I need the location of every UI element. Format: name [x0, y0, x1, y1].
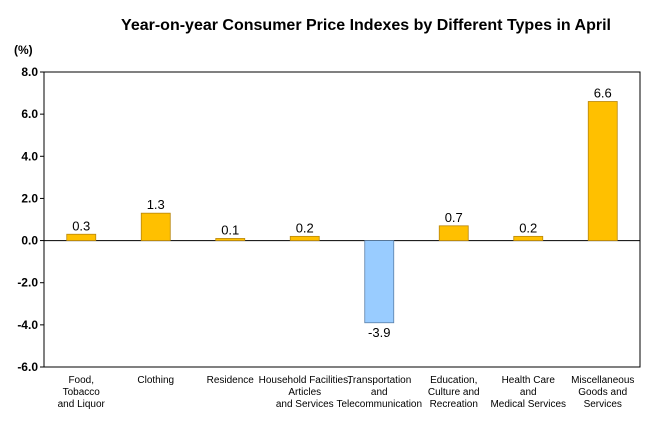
- x-category-label-line: and Liquor: [58, 399, 106, 410]
- x-category-label-line: Clothing: [137, 375, 174, 386]
- bar: [513, 235, 544, 241]
- x-category-label-line: Goods and: [578, 387, 627, 398]
- x-category-label-line: Services: [584, 399, 622, 410]
- bar: [587, 101, 618, 241]
- y-tick-label: -4.0: [17, 318, 38, 332]
- data-label: 0.7: [445, 210, 463, 225]
- y-tick-label: 4.0: [21, 149, 38, 163]
- x-category-label-line: Residence: [207, 375, 255, 386]
- x-category-label-line: Articles: [288, 387, 321, 398]
- y-axis-unit-label: (%): [14, 43, 33, 57]
- x-category-label-line: Transportation: [347, 375, 411, 386]
- x-category-label: Residence: [207, 375, 255, 386]
- x-category-label-line: and: [520, 387, 537, 398]
- x-category-label-line: Telecommunication: [336, 399, 422, 410]
- x-category-label: Education, Culture and Recreation: [428, 375, 480, 410]
- x-category-label: Miscellaneous Goods and Services: [571, 375, 634, 410]
- x-category-label-line: Health Care: [502, 375, 556, 386]
- x-category-label: Health Care and Medical Services: [490, 375, 566, 410]
- x-category-label-line: and: [371, 387, 388, 398]
- data-label: 6.6: [594, 86, 612, 101]
- data-label: 0.1: [221, 222, 239, 237]
- bar: [140, 212, 171, 241]
- chart-title: Year-on-year Consumer Price Indexes by D…: [121, 17, 611, 34]
- y-tick-label: 0.0: [21, 234, 38, 248]
- data-label: -3.9: [368, 325, 390, 340]
- plot-area: [43, 71, 641, 368]
- x-category-label-line: Food,: [68, 375, 94, 386]
- x-category-label-line: Miscellaneous: [571, 375, 634, 386]
- y-tick-label: 8.0: [21, 65, 38, 79]
- bar: [438, 225, 469, 241]
- x-category-label-line: Tobacco: [63, 387, 101, 398]
- data-label: 0.2: [519, 220, 537, 235]
- bar: [215, 238, 246, 241]
- y-tick-label: -6.0: [17, 360, 38, 374]
- x-category-label: Clothing: [137, 375, 174, 386]
- x-category-label-line: Recreation: [430, 399, 478, 410]
- bar: [289, 235, 320, 241]
- x-category-label-line: Education,: [430, 375, 477, 386]
- y-tick-label: 2.0: [21, 191, 38, 205]
- data-label: 0.2: [296, 220, 314, 235]
- x-category-label-line: and Services: [276, 399, 334, 410]
- x-category-label: Transportation and Telecommunication: [336, 375, 422, 410]
- y-tick-label: 6.0: [21, 107, 38, 121]
- x-category-label-line: Culture and: [428, 387, 480, 398]
- x-category-label-line: Household Facilities,: [259, 375, 351, 386]
- y-tick-label: -2.0: [17, 276, 38, 290]
- x-category-label: Food, Tobacco and Liquor: [58, 375, 106, 410]
- x-axis-category-labels: Food, Tobacco and Liquor Clothing Residence H…: [58, 375, 635, 410]
- bar: [364, 240, 395, 324]
- x-category-label-line: Medical Services: [490, 399, 566, 410]
- data-label: 1.3: [147, 197, 165, 212]
- data-labels: 0.3 1.3 0.1 0.2 -3.9 0.7 0.2 6.6: [72, 86, 612, 340]
- bars: [66, 101, 618, 324]
- bar: [66, 233, 97, 241]
- x-category-label: Household Facilities, Articles and Service…: [259, 375, 351, 410]
- y-axis: 8.0 6.0 4.0 2.0 0.0 -2.0 -4.0 -6.0: [17, 65, 44, 374]
- data-label: 0.3: [72, 218, 90, 233]
